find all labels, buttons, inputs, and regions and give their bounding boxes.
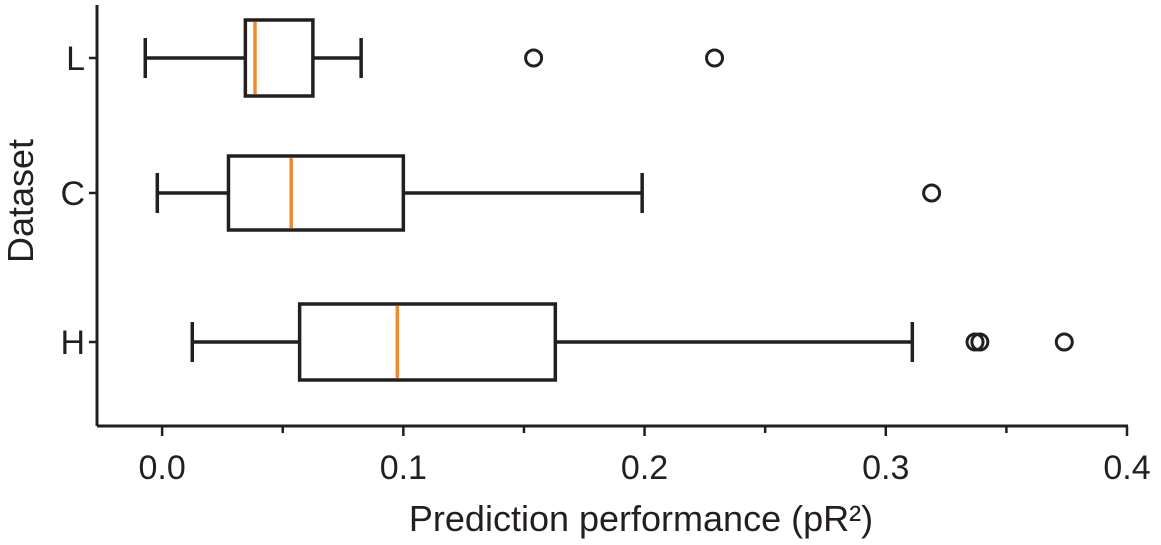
x-tick-label: 0.3 (862, 449, 909, 487)
y-tick-label-L: L (66, 40, 85, 78)
y-axis-title: Dataset (0, 139, 41, 263)
outlier-point (705, 48, 725, 68)
y-tick-label-C: C (60, 175, 85, 213)
interquartile-box (226, 154, 406, 232)
outlier-point (970, 332, 990, 352)
outlier-point (1054, 332, 1074, 352)
interquartile-box (243, 18, 315, 98)
box-group-C (155, 154, 942, 232)
outlier-point (524, 48, 544, 68)
x-axis-title: Prediction performance (pR²) (409, 498, 873, 539)
x-tick-label: 0.4 (1103, 449, 1150, 487)
interquartile-box (297, 302, 558, 382)
y-tick-label-H: H (60, 324, 85, 362)
box-group-H (190, 302, 1074, 382)
x-tick-label: 0.2 (621, 449, 668, 487)
box-group-L (143, 18, 725, 98)
outlier-point (922, 183, 942, 203)
x-tick-label: 0.0 (138, 449, 185, 487)
plot-area: 0.0 0.1 0.2 0.3 0.4 L C H (60, 5, 1151, 487)
x-tick-label: 0.1 (380, 449, 427, 487)
